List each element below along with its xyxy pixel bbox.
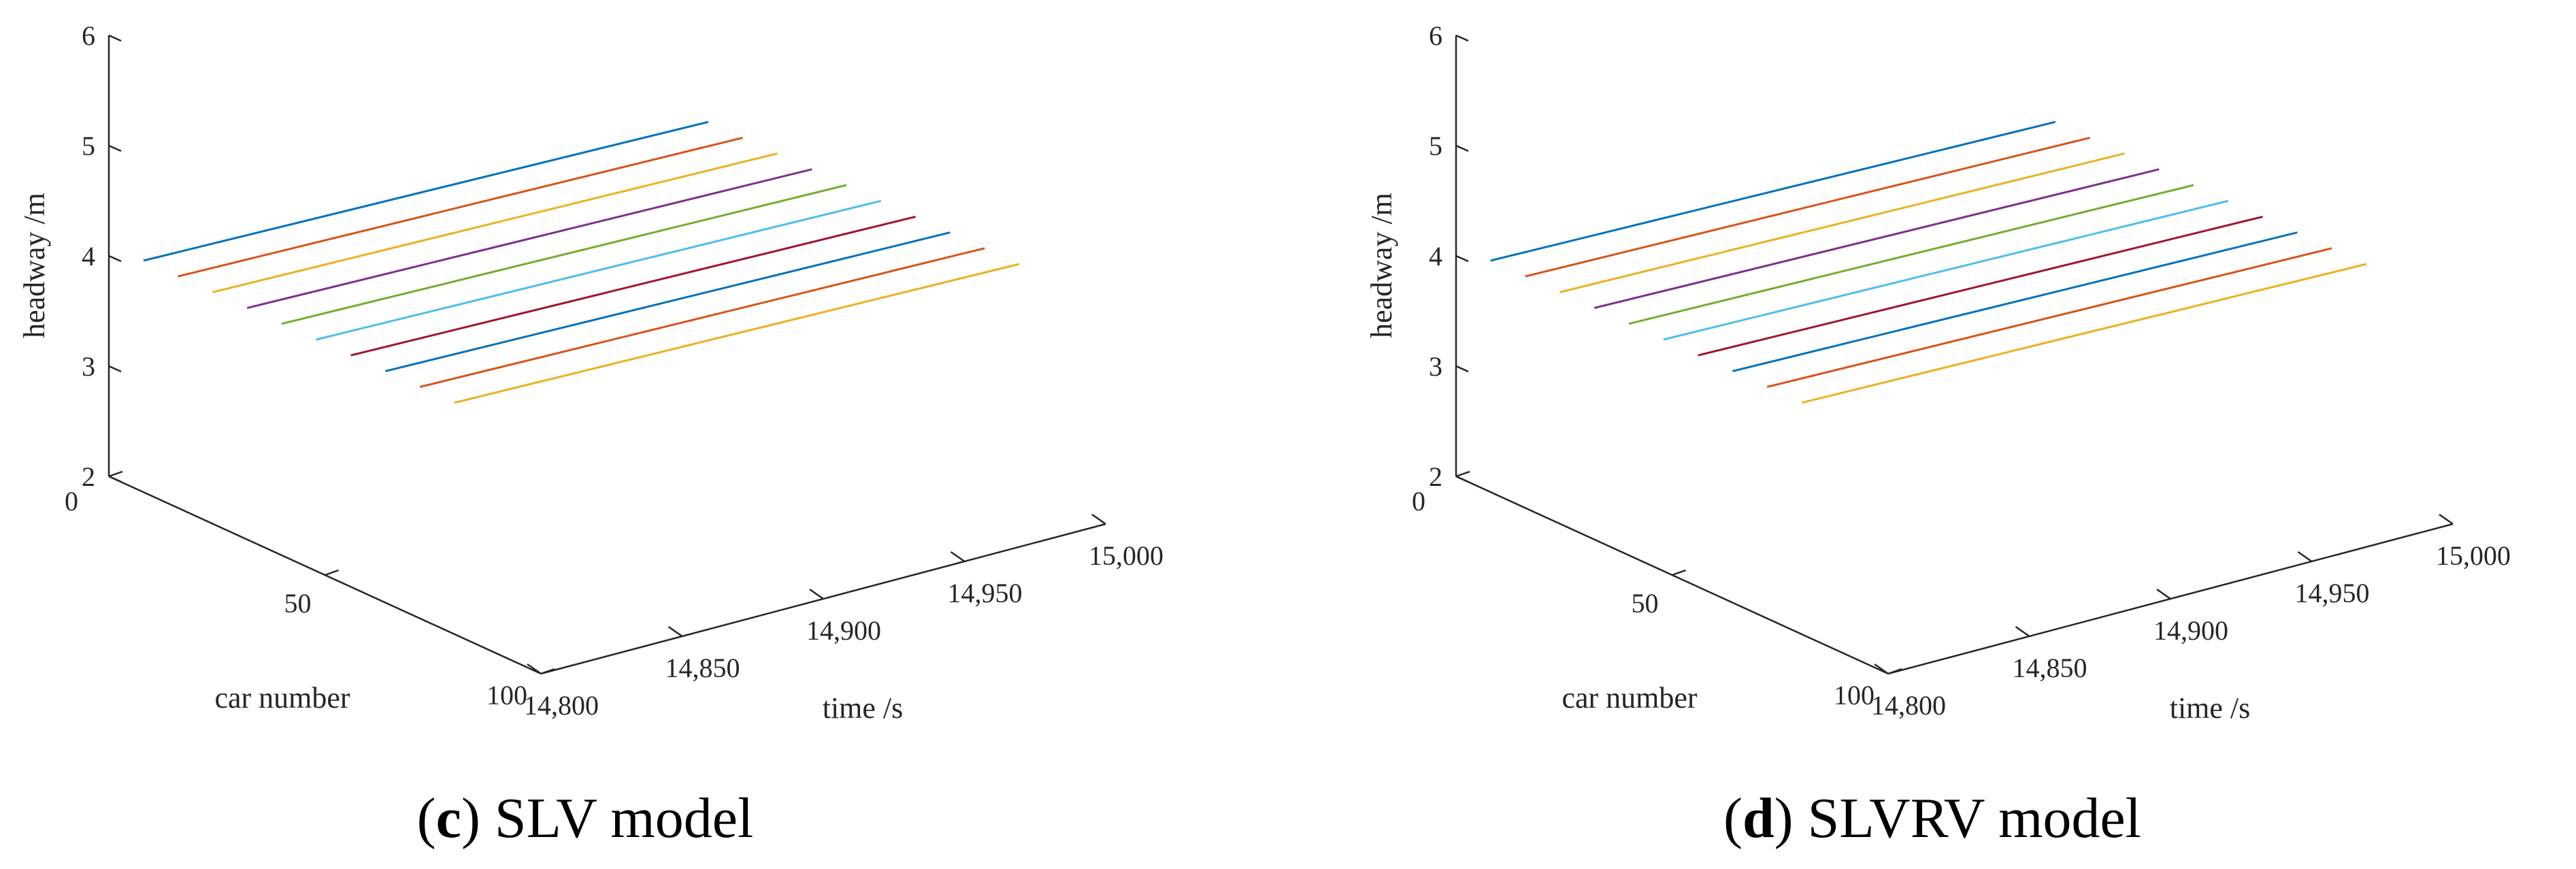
series-line-car-16 — [1525, 136, 2090, 278]
series-line-car-24 — [212, 152, 778, 293]
z-tick — [1455, 144, 1469, 152]
x-tick-label: 14,950 — [2295, 578, 2370, 608]
y-tick-label: 100 — [486, 680, 527, 710]
caption-close-paren: ) — [461, 787, 480, 850]
y-tick-label: 50 — [1632, 588, 1659, 619]
x-axis-title: time /s — [2170, 691, 2251, 725]
caption-title: SLVRV model — [1794, 787, 2141, 850]
y-tick — [108, 470, 123, 478]
series-line-car-32 — [1594, 168, 2160, 310]
x-tick-label: 15,000 — [1089, 540, 1163, 571]
x-tick-label: 15,000 — [2436, 540, 2511, 571]
series-line-car-56 — [1698, 215, 2263, 357]
series-line-car-56 — [350, 215, 916, 357]
z-tick-label: 6 — [82, 20, 95, 51]
x-tick — [1874, 663, 1889, 675]
x-axis-title: time /s — [823, 691, 904, 725]
series-line-car-72 — [419, 247, 985, 389]
z-tick — [108, 144, 122, 152]
x-tick — [809, 588, 824, 600]
z-tick — [1455, 34, 1469, 42]
y-axis-title: car number — [1562, 681, 1697, 715]
x-tick — [667, 625, 683, 638]
caption-close-paren: ) — [1774, 787, 1794, 850]
series-line-car-72 — [1766, 247, 2332, 389]
y-tick-label: 50 — [284, 588, 312, 619]
z-tick — [1455, 475, 1469, 483]
series-line-car-80 — [454, 263, 1020, 404]
y-tick — [325, 569, 339, 576]
z-tick-label: 3 — [82, 351, 95, 382]
series-line-car-40 — [1628, 184, 2194, 325]
series-line-car-24 — [1559, 152, 2125, 293]
series-line-car-8 — [1490, 120, 2056, 262]
caption-open-paren: ( — [1723, 787, 1743, 850]
y-axis-title: car number — [214, 681, 350, 715]
y-tick — [540, 668, 555, 675]
x-tick-label: 14,800 — [1871, 690, 1946, 721]
z-tick — [108, 365, 122, 373]
y-tick — [1455, 470, 1470, 478]
z-tick-label: 4 — [1429, 241, 1442, 272]
panel-caption: (d) SLVRV model — [1723, 787, 2141, 850]
x-tick — [1091, 513, 1106, 525]
z-tick-label: 2 — [82, 461, 95, 492]
x-tick — [950, 551, 965, 563]
z-tick — [1455, 365, 1469, 373]
series-line-car-80 — [1801, 263, 2367, 404]
x-tick-label: 14,850 — [2013, 653, 2087, 683]
z-tick — [1455, 255, 1469, 263]
z-tick-label: 5 — [1429, 131, 1442, 161]
panel-caption: (c) SLV model — [417, 787, 754, 850]
z-axis-title: headway /m — [1365, 193, 1398, 338]
z-tick-label: 2 — [1429, 461, 1442, 492]
y-tick — [1672, 569, 1686, 576]
series-line-car-64 — [385, 231, 951, 372]
x-tick-label: 14,850 — [665, 653, 740, 683]
caption-letter: d — [1743, 787, 1774, 850]
series-line-car-8 — [143, 120, 709, 262]
z-axis-title: headway /m — [18, 193, 51, 338]
z-tick — [108, 255, 122, 263]
y-tick-label: 0 — [65, 486, 78, 517]
caption-letter: c — [436, 787, 461, 850]
series-line-car-48 — [316, 199, 882, 341]
series-line-car-48 — [1663, 199, 2229, 341]
y-tick-label: 100 — [1834, 680, 1875, 710]
x-tick-label: 14,900 — [2153, 615, 2228, 646]
y-tick — [1887, 668, 1902, 675]
x-tick — [2439, 513, 2454, 525]
z-tick — [108, 34, 122, 42]
x-tick — [2297, 551, 2313, 563]
x-tick — [527, 663, 542, 675]
z-tick-label: 5 — [82, 131, 95, 161]
caption-open-paren: ( — [417, 787, 436, 850]
z-tick — [108, 475, 122, 483]
series-line-car-16 — [178, 136, 743, 278]
x-tick-label: 14,900 — [806, 615, 881, 646]
caption-title: SLV model — [480, 787, 753, 850]
z-tick-label: 6 — [1429, 20, 1442, 51]
z-tick-label: 3 — [1429, 351, 1442, 382]
series-line-car-64 — [1732, 231, 2298, 372]
x-tick-label: 14,950 — [948, 578, 1023, 608]
y-tick-label: 0 — [1412, 486, 1425, 517]
x-tick — [2015, 625, 2030, 638]
z-tick-label: 4 — [82, 241, 95, 272]
x-tick-label: 14,800 — [524, 690, 599, 721]
series-line-car-40 — [281, 184, 847, 325]
x-tick — [2156, 588, 2171, 600]
series-line-car-32 — [246, 168, 812, 310]
